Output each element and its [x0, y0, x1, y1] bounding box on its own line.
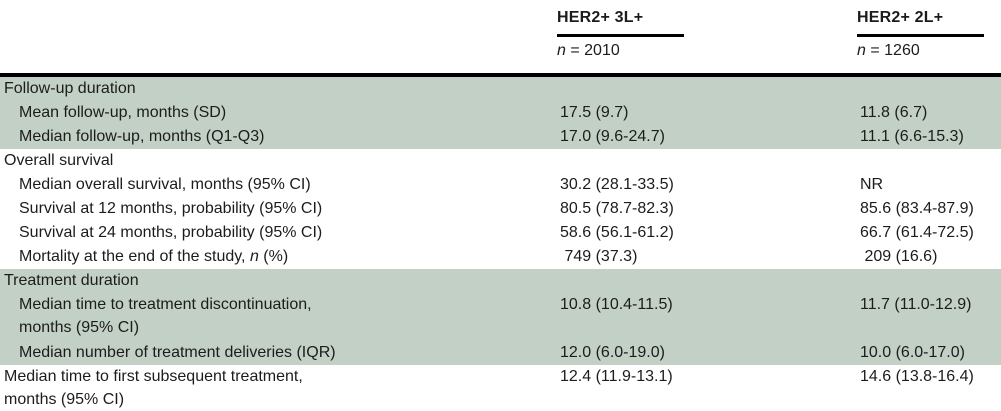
section-label: Follow-up duration: [4, 80, 136, 97]
section-row-followup-duration: Follow-up duration: [0, 77, 1001, 101]
table-row: Survival at 12 months, probability (95% …: [0, 197, 1001, 221]
value-3l: 80.5 (78.7-82.3): [560, 200, 674, 217]
value-2l: 11.8 (6.7): [860, 104, 928, 121]
column-header-her2-3l: HER2+ 3L+ n = 2010: [557, 9, 684, 60]
n-symbol: n: [557, 42, 566, 59]
table-row: Median time to first subsequent treatmen…: [0, 365, 1001, 411]
n-symbol: n: [857, 42, 866, 59]
label-line-1: Median time to treatment discontinuation…: [19, 296, 312, 313]
table-row: Median time to treatment discontinuation…: [0, 293, 1001, 341]
value-3l: 10.8 (10.4-11.5): [560, 296, 673, 313]
column-n-her2-2l: n = 1260: [857, 42, 984, 60]
n-value: = 2010: [565, 42, 620, 59]
row-label: Survival at 24 months, probability (95% …: [19, 224, 323, 241]
n-value: = 1260: [865, 42, 920, 59]
label-text: Mortality at the end of the study,: [19, 248, 250, 265]
table-row-mortality: Mortality at the end of the study, n (%)…: [0, 245, 1001, 269]
label-italic-n: n: [249, 248, 259, 265]
value-2l: 10.0 (6.0-17.0): [860, 344, 965, 361]
value-2l: 85.6 (83.4-87.9): [860, 200, 974, 217]
value-3l: 17.0 (9.6-24.7): [560, 128, 665, 145]
table-row: Median number of treatment deliveries (I…: [0, 341, 1001, 365]
section-label: Treatment duration: [4, 272, 139, 289]
row-label: Median time to first subsequent treatmen…: [0, 365, 557, 411]
row-label: Median number of treatment deliveries (I…: [19, 344, 336, 361]
row-label: Mortality at the end of the study, n (%): [0, 245, 557, 269]
value-3l: 749 (37.3): [560, 248, 638, 265]
value-3l: 17.5 (9.7): [560, 104, 629, 121]
value-3l: 30.2 (28.1-33.5): [560, 176, 674, 193]
table-row: Survival at 24 months, probability (95% …: [0, 221, 1001, 245]
value-3l: 12.0 (6.0-19.0): [560, 344, 665, 361]
section-label: Overall survival: [4, 152, 114, 169]
header-divider-rule: [0, 73, 1001, 77]
value-2l: 11.1 (6.6-15.3): [860, 128, 964, 145]
value-2l: NR: [860, 176, 884, 193]
row-label: Median follow-up, months (Q1-Q3): [19, 128, 265, 145]
table-row: Median overall survival, months (95% CI)…: [0, 173, 1001, 197]
table-header: HER2+ 3L+ n = 2010 HER2+ 2L+ n = 1260: [0, 0, 1001, 73]
table-row: Median follow-up, months (Q1-Q3) 17.0 (9…: [0, 125, 1001, 149]
row-label: Median time to treatment discontinuation…: [0, 293, 557, 339]
label-line-2: months (95% CI): [19, 319, 140, 336]
section-row-overall-survival: Overall survival: [0, 149, 1001, 173]
table-row: Mean follow-up, months (SD) 17.5 (9.7) 1…: [0, 101, 1001, 125]
value-2l: 209 (16.6): [860, 248, 938, 265]
table-body: Follow-up duration Mean follow-up, month…: [0, 77, 1001, 411]
value-3l: 58.6 (56.1-61.2): [560, 224, 674, 241]
row-label: Median overall survival, months (95% CI): [19, 176, 311, 193]
row-label: Survival at 12 months, probability (95% …: [19, 200, 323, 217]
value-2l: 14.6 (13.8-16.4): [860, 368, 974, 385]
value-2l: 66.7 (61.4-72.5): [860, 224, 974, 241]
section-row-treatment-duration: Treatment duration: [0, 269, 1001, 293]
label-text: (%): [258, 248, 289, 265]
row-label: Mean follow-up, months (SD): [19, 104, 227, 121]
label-line-2: months (95% CI): [4, 391, 125, 408]
column-title-her2-3l: HER2+ 3L+: [557, 9, 684, 37]
label-line-1: Median time to first subsequent treatmen…: [4, 368, 303, 385]
column-header-her2-2l: HER2+ 2L+ n = 1260: [857, 9, 984, 60]
value-3l: 12.4 (11.9-13.1): [560, 368, 673, 385]
column-n-her2-3l: n = 2010: [557, 42, 684, 60]
value-2l: 11.7 (11.0-12.9): [860, 296, 972, 313]
column-title-her2-2l: HER2+ 2L+: [857, 9, 984, 37]
